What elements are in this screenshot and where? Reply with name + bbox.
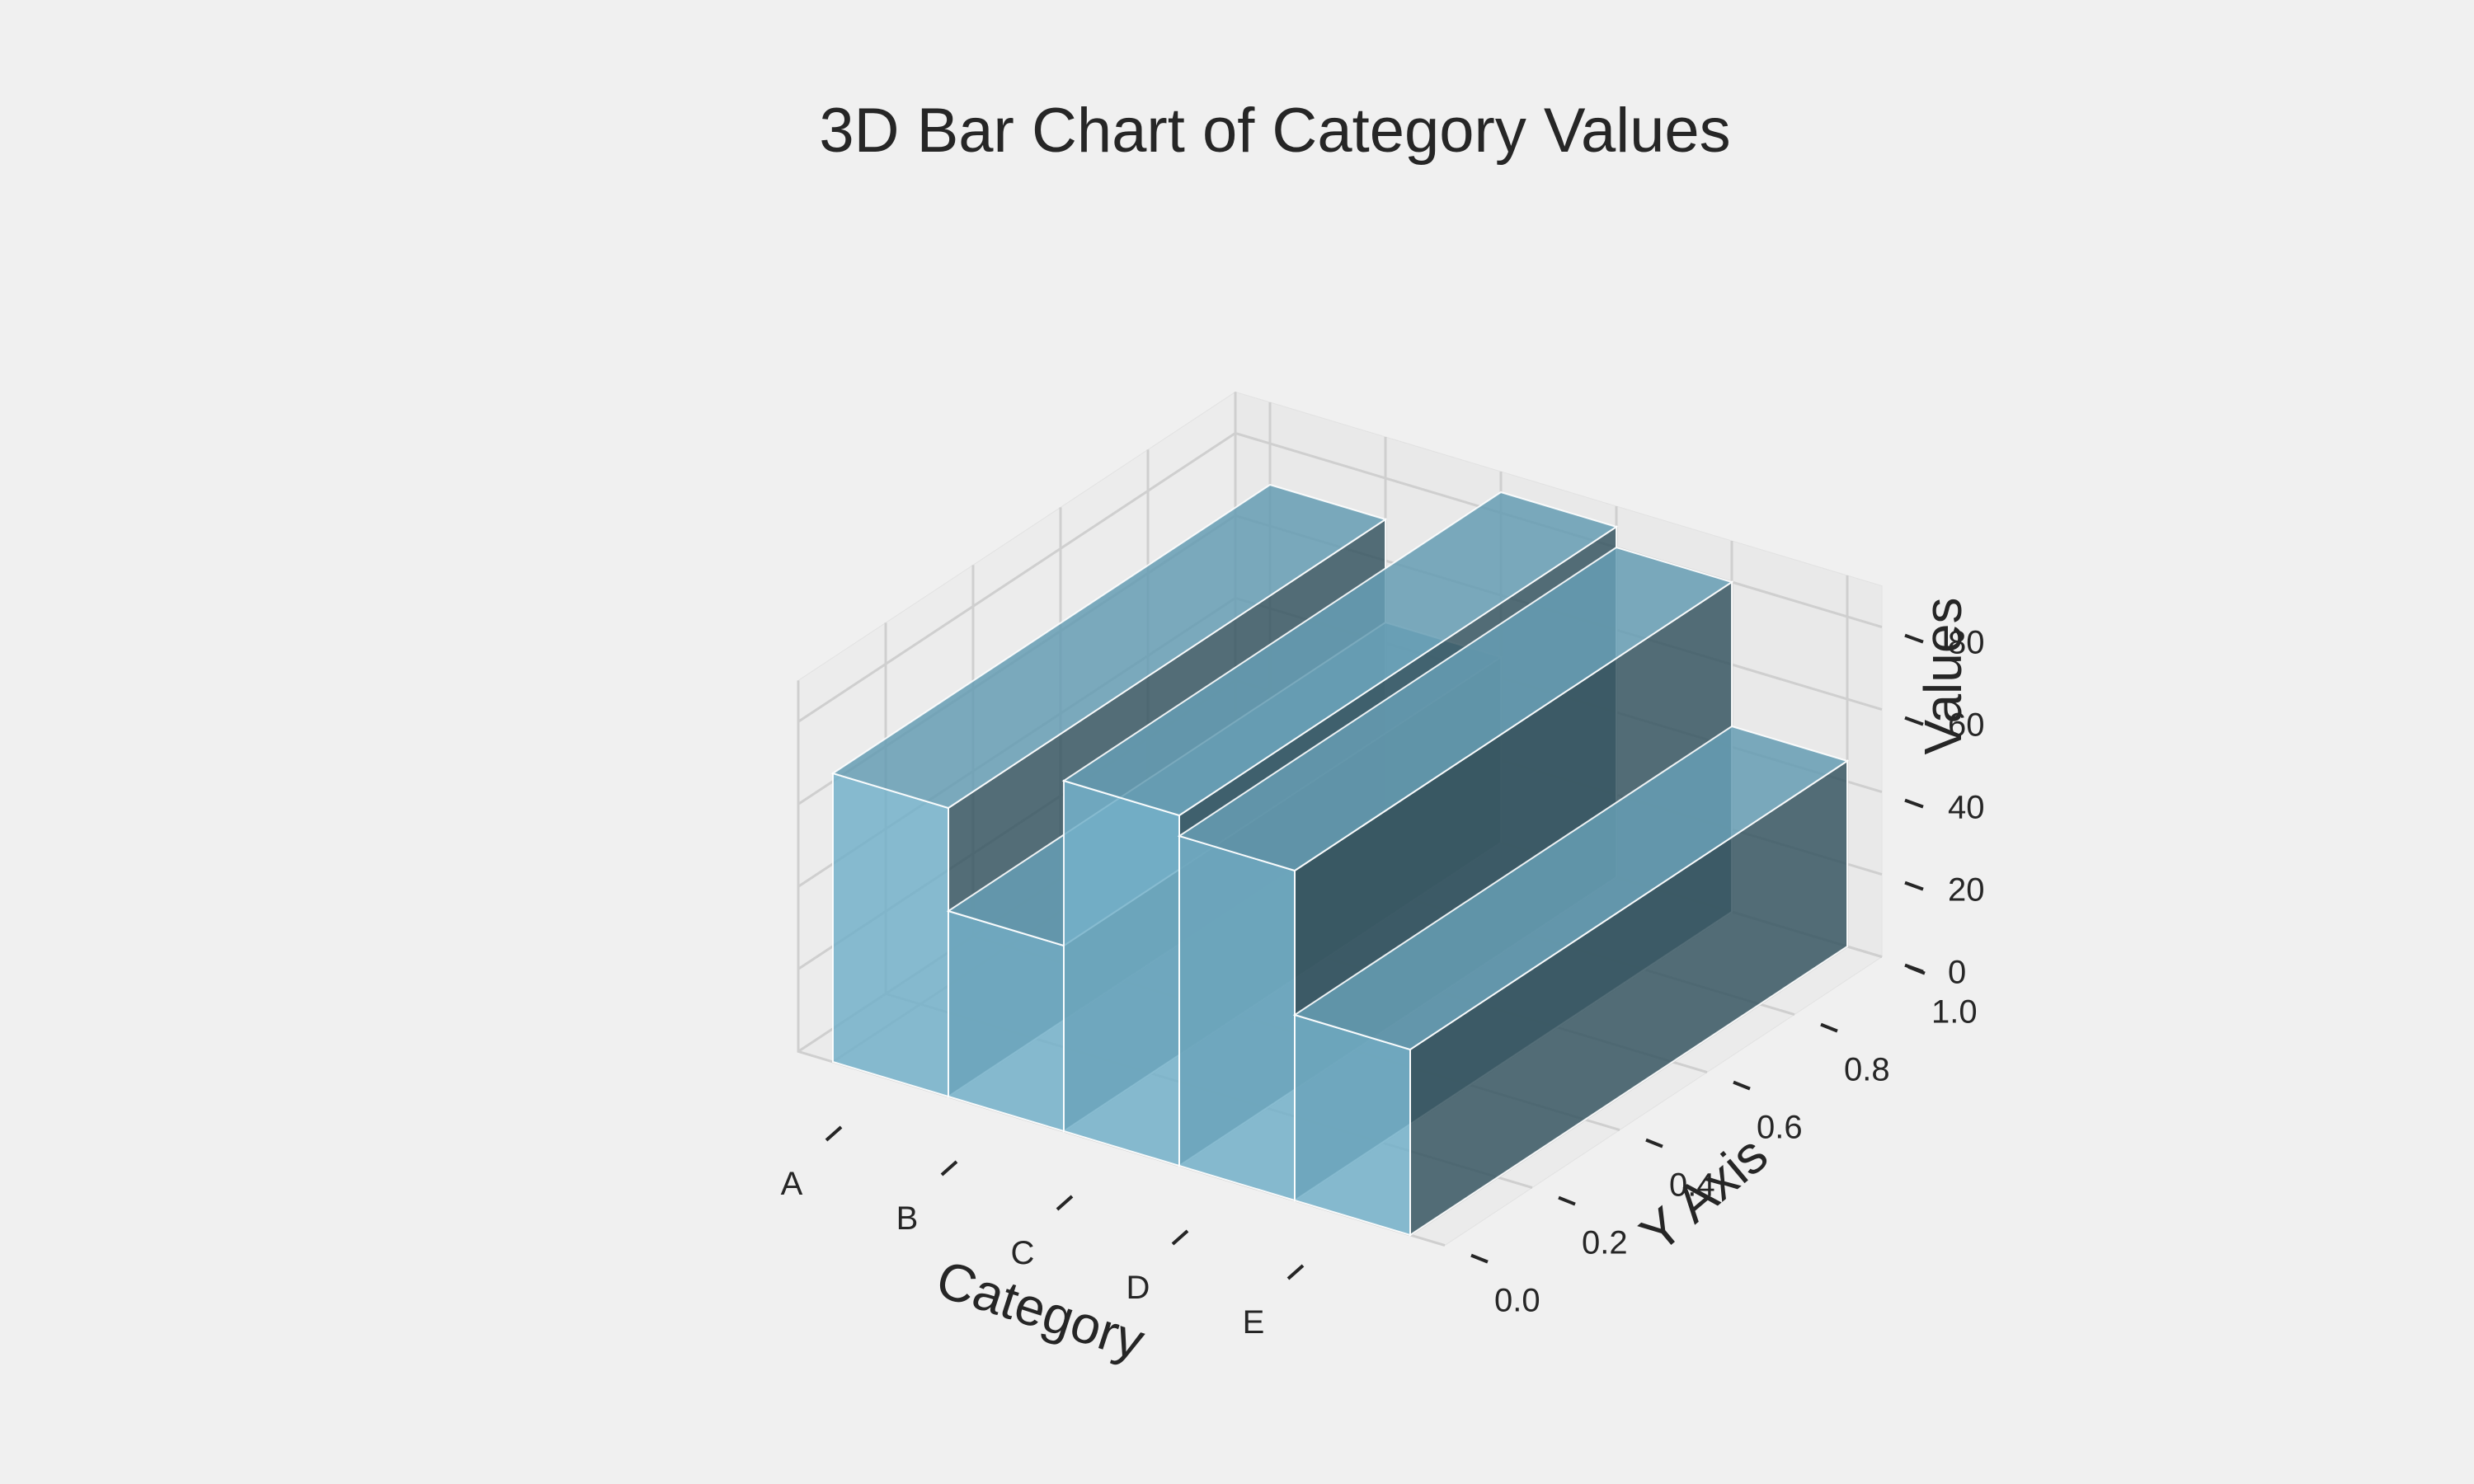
y-tick-label: 0.2 [1582,1225,1628,1261]
y-tick [1558,1195,1576,1206]
bar-top-face [830,483,1388,810]
y-axis-label: Y Axis [1629,1125,1779,1264]
x-tick-label: D [1126,1270,1150,1306]
z-axis-label: Values [1913,598,1973,755]
x-tick-label: E [1243,1304,1265,1341]
x-tick-label: B [896,1200,919,1237]
z-tick-label: 60 [1948,707,1985,744]
z-tick [1904,881,1924,891]
bar-front-face [1178,834,1296,1202]
x-tick [1056,1195,1074,1211]
y-tick-label: 0.6 [1757,1110,1803,1146]
z-tick [1904,633,1924,644]
bar-E [1292,725,1850,1237]
y-tick [1820,1022,1838,1033]
y-tick-label: 0.0 [1494,1283,1540,1319]
x-tick [825,1125,843,1142]
y-tick [1470,1253,1489,1264]
bar-top-face [1177,546,1734,872]
z-tick-label: 80 [1948,625,1985,661]
bar-front-face [832,772,949,1098]
x-axis-label: Category [929,1249,1151,1372]
z-tick-label: 0 [1948,955,1966,991]
z-tick-label: 40 [1948,790,1985,826]
bar-front-face [948,909,1065,1133]
z-tick [1904,798,1924,809]
chart-title: 3D Bar Chart of Category Values [819,96,1730,166]
y-tick [1645,1138,1663,1148]
axes: A B C D E 0.0 0.2 0.4 0.6 0.8 1.00 20 40 60 80 [781,625,1985,1341]
y-tick-label: 0.8 [1844,1052,1890,1088]
y-tick-label: 1.0 [1931,994,1978,1031]
bar-top-face [1292,725,1850,1051]
y-tick [1733,1080,1751,1091]
bars [830,483,1850,1237]
bar-front-face [1294,1013,1411,1237]
bar-top-face [1061,491,1619,817]
x-tick-label: A [781,1166,803,1202]
y-tick-label: 0.4 [1669,1167,1715,1204]
z-tick-label: 20 [1948,872,1985,909]
z-tick [1904,963,1924,974]
bar-front-face [1063,779,1180,1167]
z-tick [1904,716,1924,726]
x-tick-label: C [1011,1235,1035,1271]
x-tick [940,1160,958,1176]
x-tick [1286,1264,1305,1280]
x-tick [1171,1229,1189,1246]
